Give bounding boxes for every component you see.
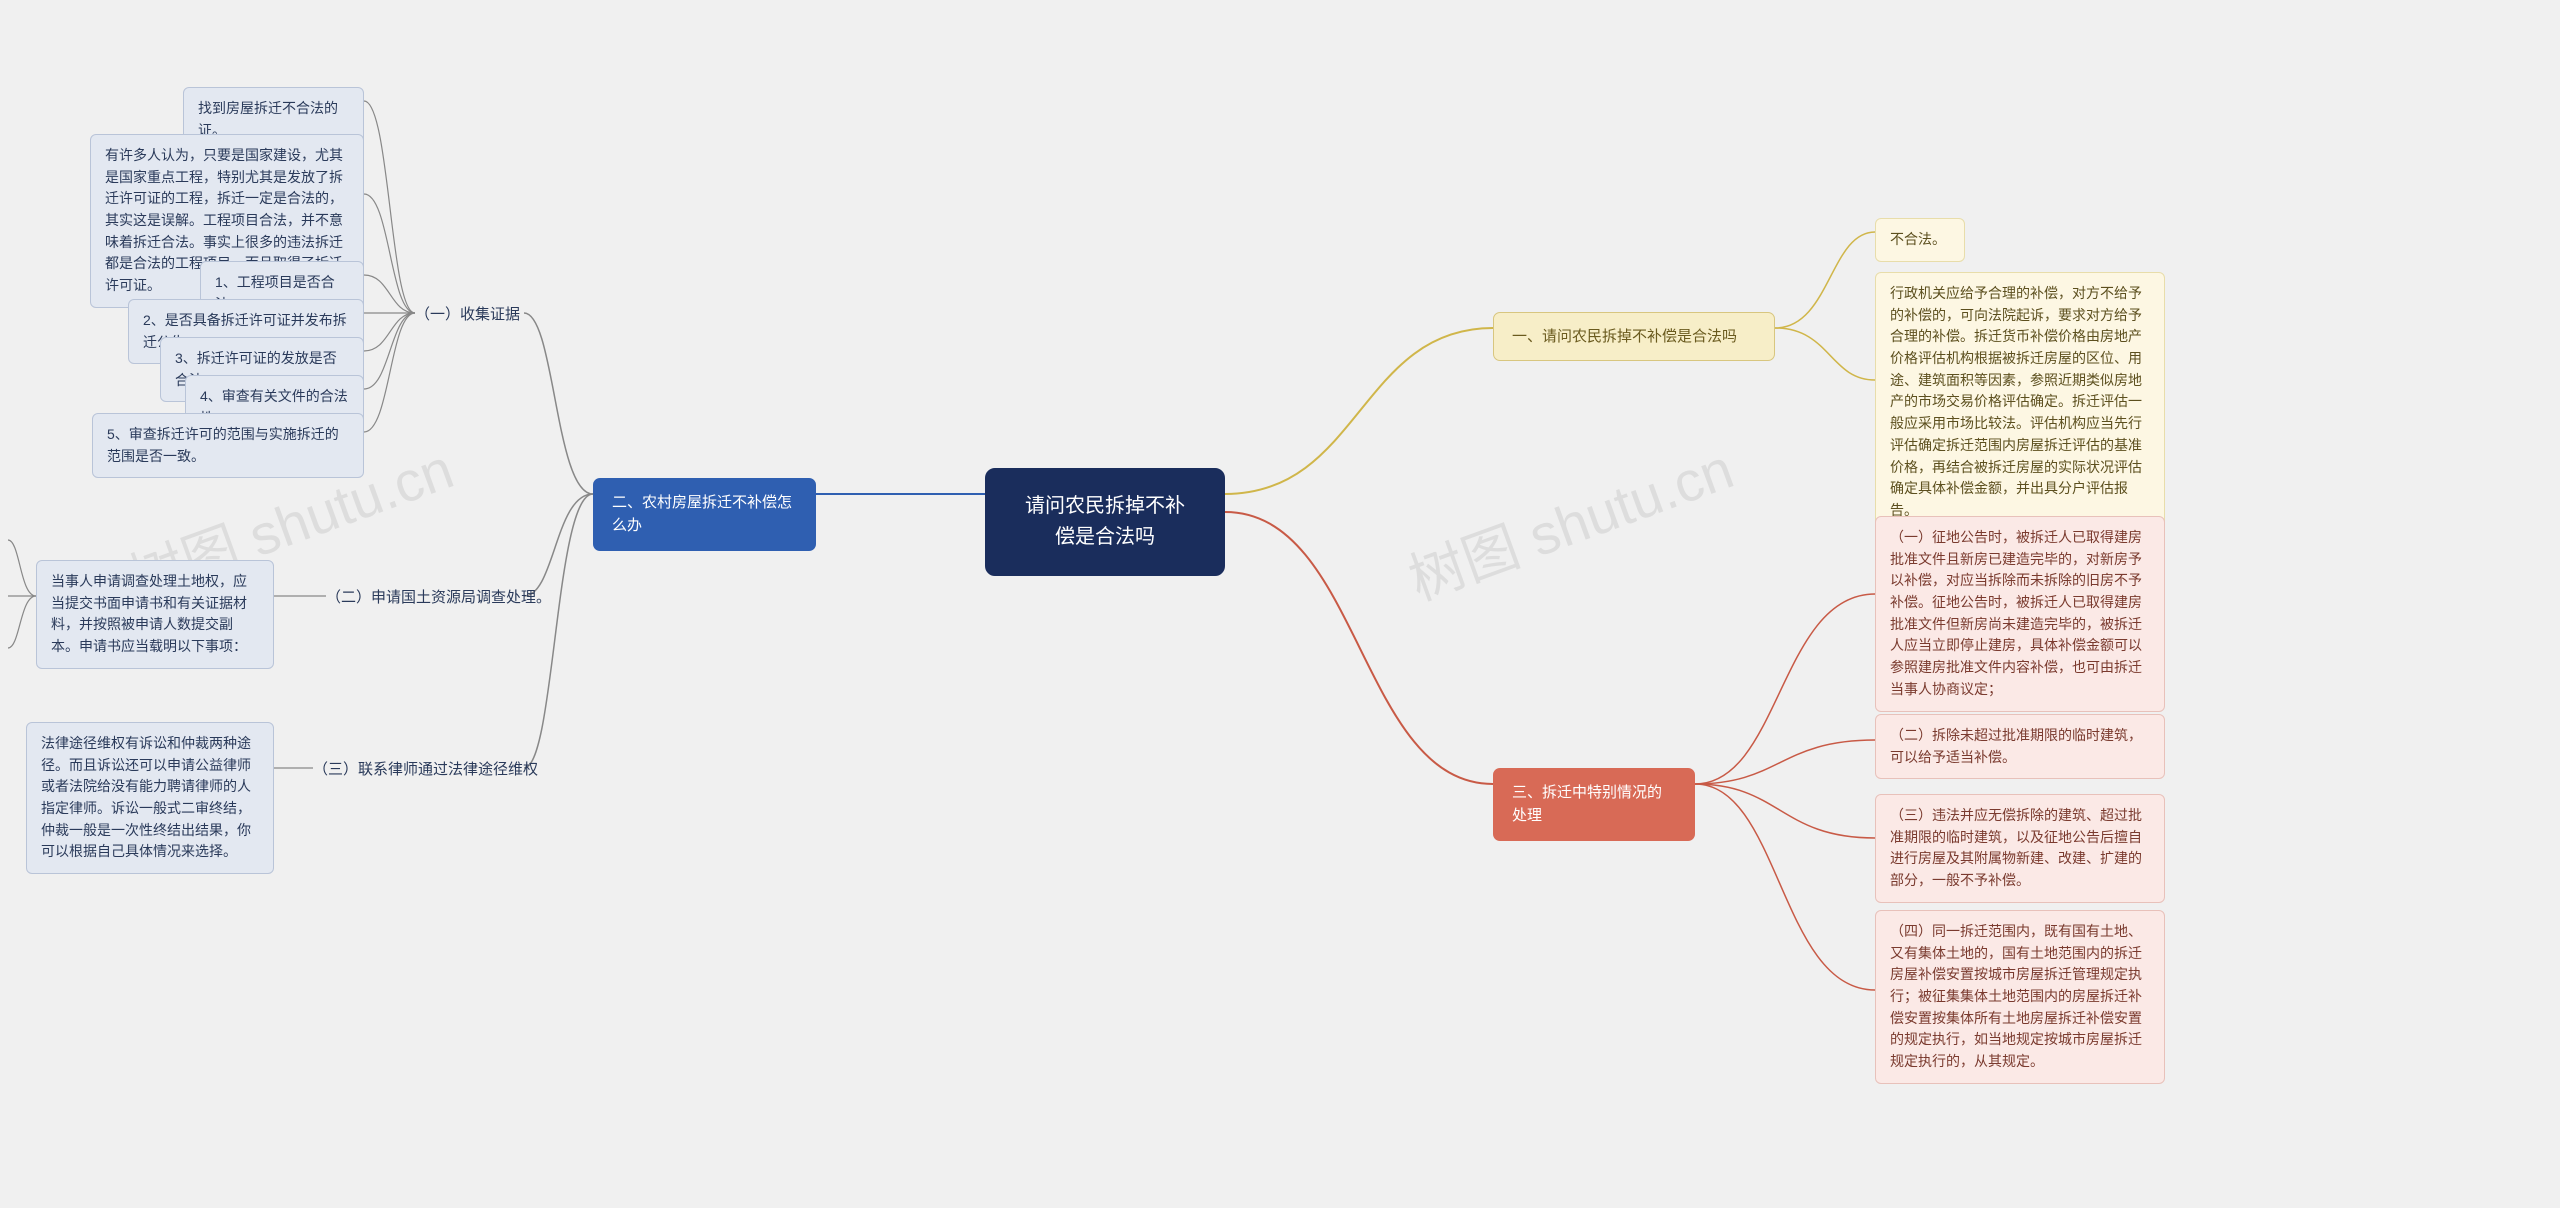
branch-2-sub2-label[interactable]: （二）申请国土资源局调查处理。 bbox=[326, 586, 551, 607]
branch-3[interactable]: 三、拆迁中特别情况的处理 bbox=[1493, 768, 1695, 841]
branch-2[interactable]: 二、农村房屋拆迁不补偿怎么办 bbox=[593, 478, 816, 551]
root-label: 请问农民拆掉不补偿是合法吗 bbox=[1025, 495, 1185, 548]
leaf-text: （二）拆除未超过批准期限的临时建筑，可以给予适当补偿。 bbox=[1890, 727, 2142, 765]
leaf-text: 5、审查拆迁许可的范围与实施拆迁的范围是否一致。 bbox=[107, 426, 339, 464]
leaf-text: 不合法。 bbox=[1890, 231, 1946, 247]
branch-2-sub1-item-6[interactable]: 5、审查拆迁许可的范围与实施拆迁的范围是否一致。 bbox=[92, 413, 364, 478]
branch-1-leaf-a[interactable]: 不合法。 bbox=[1875, 218, 1965, 262]
leaf-text: （三）违法并应无偿拆除的建筑、超过批准期限的临时建筑，以及征地公告后擅自进行房屋… bbox=[1890, 807, 2142, 888]
watermark: 树图 shutu.cn bbox=[1396, 424, 1743, 616]
branch-2-sub3-desc[interactable]: 法律途径维权有诉讼和仲裁两种途径。而且诉讼还可以申请公益律师或者法院给没有能力聘… bbox=[26, 722, 274, 874]
branch-3-item-1[interactable]: （二）拆除未超过批准期限的临时建筑，可以给予适当补偿。 bbox=[1875, 714, 2165, 779]
leaf-text: （一）征地公告时，被拆迁人已取得建房批准文件且新房已建造完毕的，对新房予以补偿，… bbox=[1890, 529, 2142, 697]
leaf-text: 行政机关应给予合理的补偿，对方不给予的补偿的，可向法院起诉，要求对方给予合理的补… bbox=[1890, 285, 2142, 518]
branch-3-label: 三、拆迁中特别情况的处理 bbox=[1512, 784, 1662, 824]
branch-1[interactable]: 一、请问农民拆掉不补偿是合法吗 bbox=[1493, 312, 1775, 361]
leaf-text: 当事人申请调查处理土地权，应当提交书面申请书和有关证据材料，并按照被申请人数提交… bbox=[51, 573, 247, 654]
branch-3-item-0[interactable]: （一）征地公告时，被拆迁人已取得建房批准文件且新房已建造完毕的，对新房予以补偿，… bbox=[1875, 516, 2165, 712]
branch-2-sub2-desc[interactable]: 当事人申请调查处理土地权，应当提交书面申请书和有关证据材料，并按照被申请人数提交… bbox=[36, 560, 274, 669]
branch-1-label: 一、请问农民拆掉不补偿是合法吗 bbox=[1512, 328, 1737, 345]
branch-1-leaf-b[interactable]: 行政机关应给予合理的补偿，对方不给予的补偿的，可向法院起诉，要求对方给予合理的补… bbox=[1875, 272, 2165, 533]
leaf-text: 找到房屋拆迁不合法的证。 bbox=[198, 100, 338, 138]
branch-3-item-3[interactable]: （四）同一拆迁范围内，既有国有土地、又有集体土地的，国有土地范围内的拆迁房屋补偿… bbox=[1875, 910, 2165, 1084]
leaf-text: 法律途径维权有诉讼和仲裁两种途径。而且诉讼还可以申请公益律师或者法院给没有能力聘… bbox=[41, 735, 251, 859]
branch-3-item-2[interactable]: （三）违法并应无偿拆除的建筑、超过批准期限的临时建筑，以及征地公告后擅自进行房屋… bbox=[1875, 794, 2165, 903]
branch-2-label: 二、农村房屋拆迁不补偿怎么办 bbox=[612, 494, 792, 534]
branch-2-sub1-label[interactable]: （一）收集证据 bbox=[415, 303, 520, 324]
leaf-text: （四）同一拆迁范围内，既有国有土地、又有集体土地的，国有土地范围内的拆迁房屋补偿… bbox=[1890, 923, 2142, 1069]
root-node[interactable]: 请问农民拆掉不补偿是合法吗 bbox=[985, 468, 1225, 576]
branch-2-sub3-label[interactable]: （三）联系律师通过法律途径维权 bbox=[313, 758, 538, 779]
